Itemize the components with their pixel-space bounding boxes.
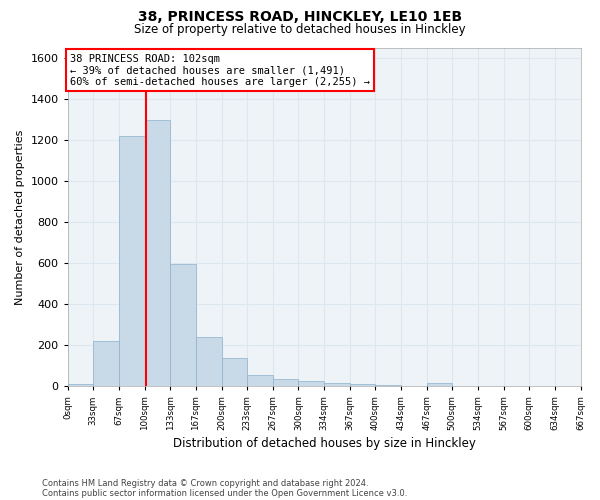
Text: 38, PRINCESS ROAD, HINCKLEY, LE10 1EB: 38, PRINCESS ROAD, HINCKLEY, LE10 1EB <box>138 10 462 24</box>
Bar <box>68 384 94 386</box>
Bar <box>324 383 350 386</box>
Bar <box>145 120 170 386</box>
Bar <box>221 358 247 386</box>
Bar <box>350 384 376 386</box>
Bar <box>170 264 196 386</box>
Text: Contains HM Land Registry data © Crown copyright and database right 2024.: Contains HM Land Registry data © Crown c… <box>42 478 368 488</box>
X-axis label: Distribution of detached houses by size in Hinckley: Distribution of detached houses by size … <box>173 437 476 450</box>
Bar <box>94 341 119 386</box>
Bar <box>376 385 401 386</box>
Text: Contains public sector information licensed under the Open Government Licence v3: Contains public sector information licen… <box>42 488 407 498</box>
Bar <box>119 136 145 386</box>
Bar <box>427 383 452 386</box>
Y-axis label: Number of detached properties: Number of detached properties <box>15 129 25 304</box>
Bar <box>196 337 221 386</box>
Bar <box>273 379 298 386</box>
Text: Size of property relative to detached houses in Hinckley: Size of property relative to detached ho… <box>134 22 466 36</box>
Text: 38 PRINCESS ROAD: 102sqm
← 39% of detached houses are smaller (1,491)
60% of sem: 38 PRINCESS ROAD: 102sqm ← 39% of detach… <box>70 54 370 87</box>
Bar <box>298 381 324 386</box>
Bar <box>247 375 273 386</box>
